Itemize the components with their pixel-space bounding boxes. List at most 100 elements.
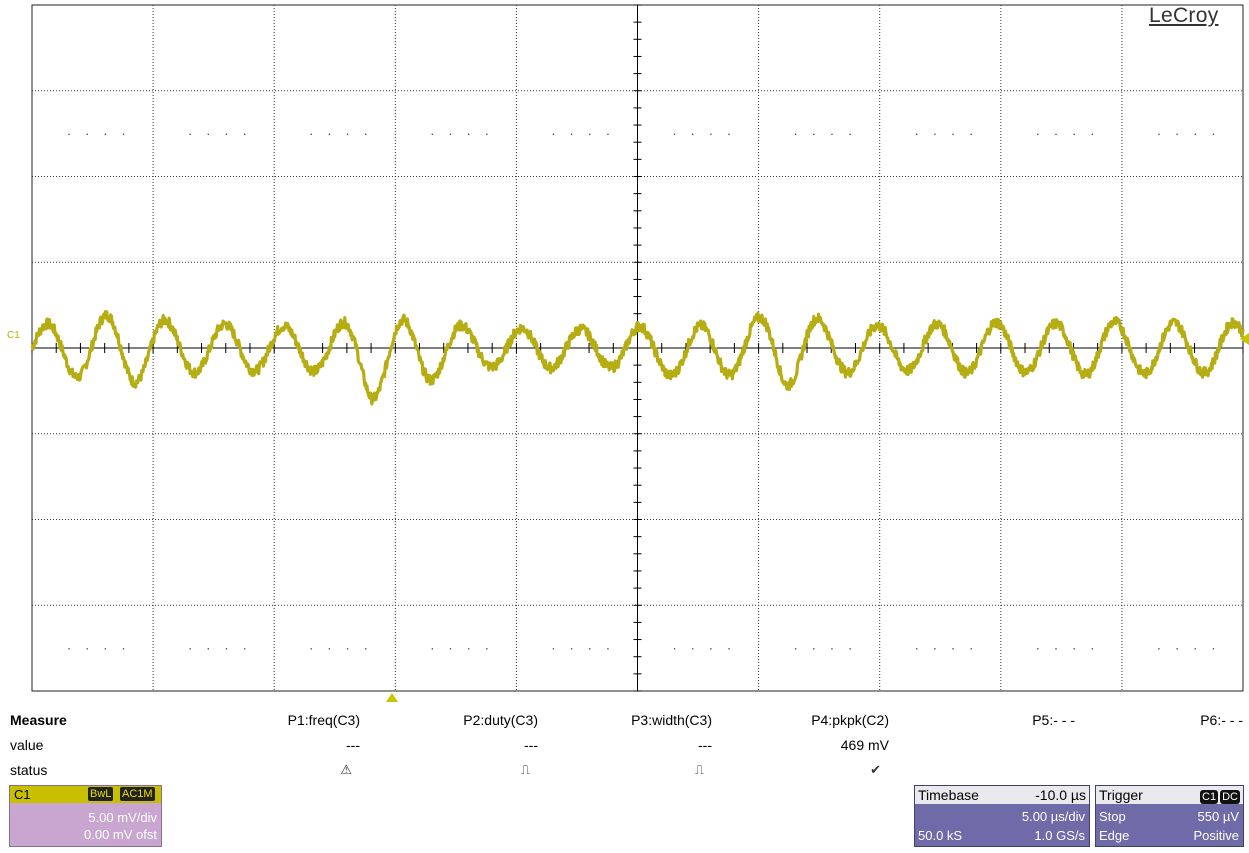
sub-dot [68,133,70,136]
sub-dot [970,133,972,136]
sub-dot [607,133,609,136]
sub-dot [570,648,573,650]
sub-dot [710,648,712,650]
sub-dot [728,133,730,136]
param-5-name[interactable]: P5:- - - [1032,712,1075,728]
sub-dot [310,648,312,650]
sub-dot [225,648,228,650]
sub-dot [794,133,797,136]
timebase-delay: -10.0 µs [1035,787,1086,803]
param-3-value: --- [698,737,712,753]
sub-dot [589,648,591,650]
sub-dot [710,133,712,136]
trigger-panel[interactable]: Trigger C1 DC Stop 550 µV Edge Positive [1095,785,1244,847]
sub-dot [934,133,936,136]
timebase-rate: 1.0 GS/s [1034,828,1085,843]
param-1-name[interactable]: P1:freq(C3) [287,712,360,728]
trigger-type: Edge [1099,828,1130,843]
sub-dot [552,648,555,650]
sub-dot [794,648,797,650]
sub-dot [691,133,694,136]
measure-title[interactable]: Measure [10,712,67,728]
timebase-samples: 50.0 kS [918,828,963,843]
sub-dot [1055,133,1057,136]
sub-dot [328,648,331,650]
warning-icon: ⚠ [340,762,352,777]
sub-dot [849,133,851,136]
sub-dot [189,133,191,136]
sub-dot [552,133,555,136]
sub-dot [849,648,851,650]
sub-dot [1212,133,1215,136]
sub-dot [934,648,936,650]
param-4-name[interactable]: P4:pkpk(C2) [811,712,889,728]
scope-display[interactable]: LeCroy C1 [0,0,1249,702]
sub-dot [1212,648,1215,650]
pulse-icon: ⎍ [694,762,704,777]
sub-dot [365,133,367,136]
sub-dot [1194,648,1196,650]
sub-dot [1176,133,1178,136]
sub-dot [952,648,954,650]
trigger-level-icon[interactable] [1240,333,1249,345]
channel-c1-panel[interactable]: C1 BwL AC1M 5.00 mV/div 0.00 mV ofst [9,785,162,847]
sub-dot [243,133,246,136]
sub-dot [970,648,972,650]
check-icon: ✔ [870,762,881,777]
c1-waveform [30,310,1245,406]
trigger-position-icon[interactable] [386,693,398,702]
sub-dot [243,648,246,650]
sub-dot [916,648,918,650]
sub-dot [691,648,694,650]
sub-dot [952,133,954,136]
sub-dot [486,133,488,136]
sub-dot [207,133,209,136]
param-3-name[interactable]: P3:width(C3) [631,712,712,728]
graticule [30,4,1245,692]
lecroy-logo: LeCroy [1149,4,1219,27]
sub-dot [225,133,228,136]
trigger-label: Trigger [1099,787,1143,803]
param-2-name[interactable]: P2:duty(C3) [463,712,538,728]
sub-dot [449,648,452,650]
sub-dot [916,133,918,136]
channel-offset: 0.00 mV ofst [84,827,157,842]
sub-dot [813,648,815,650]
sub-dot [1091,133,1094,136]
sub-dot [1073,648,1075,650]
sub-dot [122,133,125,136]
sub-dot [365,648,367,650]
trigger-level: 550 µV [1197,809,1239,824]
sub-dot [1158,133,1160,136]
trigger-coupling-chip: DC [1220,790,1240,804]
param-1-value: --- [346,737,360,753]
sub-dot [467,133,470,136]
param-4-value: 469 mV [840,737,889,753]
channel-name: C1 [14,787,31,802]
coupling-badge: AC1M [120,787,155,801]
trigger-mode: Stop [1099,809,1126,824]
sub-dot [570,133,573,136]
sub-dot [346,648,349,650]
sub-dot [431,648,434,650]
sub-dot [1194,133,1196,136]
sub-dot [1073,133,1075,136]
timebase-panel[interactable]: Timebase -10.0 µs 5.00 µs/div 50.0 kS 1.… [914,785,1090,847]
trigger-chips: C1 DC [1198,787,1240,804]
sub-dot [328,133,331,136]
sub-dot [813,133,815,136]
sub-dot [346,133,349,136]
sub-dot [86,133,88,136]
sub-dot [467,648,470,650]
timebase-scale: 5.00 µs/div [1021,809,1085,824]
sub-dot [431,133,434,136]
value-row-label: value [10,737,44,753]
sub-dot [86,648,88,650]
channel-header: C1 BwL AC1M [10,786,161,803]
sub-dot [1176,648,1178,650]
sub-dot [673,648,676,650]
sub-dot [607,648,609,650]
bandwidth-limit-badge: BwL [88,787,114,801]
param-6-name[interactable]: P6:- - - [1200,712,1243,728]
trigger-source-chip: C1 [1200,790,1219,804]
